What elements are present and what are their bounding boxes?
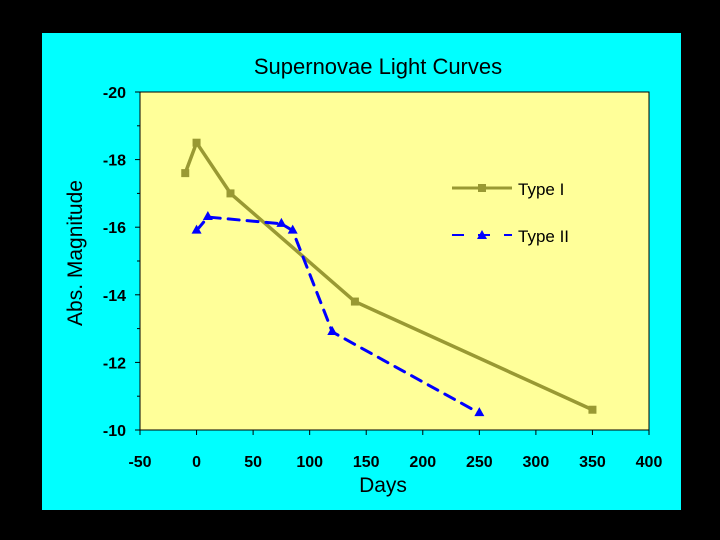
- chart-title: Supernovae Light Curves: [254, 54, 502, 79]
- y-tick-label: -14: [103, 288, 126, 305]
- y-tick-label: -12: [103, 355, 126, 372]
- series-layer: [181, 138, 597, 417]
- x-tick-label: 100: [296, 454, 323, 471]
- y-tick-label: -10: [103, 423, 126, 440]
- data-point: [202, 211, 213, 221]
- legend-label-type-ii: Type II: [518, 227, 569, 246]
- series-line: [195, 215, 481, 415]
- legend-item-type-ii: Type II: [452, 227, 569, 246]
- y-tick-label: -18: [103, 153, 126, 170]
- x-tick-label: -50: [128, 454, 151, 471]
- data-point: [192, 138, 201, 147]
- x-tick-label: 200: [409, 454, 436, 471]
- plot-area: [139, 91, 650, 431]
- data-point: [474, 407, 485, 417]
- series-type-ii: [191, 211, 485, 417]
- data-point: [181, 169, 190, 178]
- y-axis-title: Abs. Magnitude: [64, 180, 87, 326]
- data-point: [588, 405, 597, 414]
- x-tick-label: 350: [579, 454, 606, 471]
- x-tick-label: 300: [523, 454, 550, 471]
- y-tick-label: -16: [103, 220, 126, 237]
- data-point: [350, 297, 359, 306]
- data-point: [191, 224, 202, 234]
- data-point: [287, 224, 298, 234]
- x-axis: -50 0 50 100 150 200 250 300 350 400: [128, 430, 662, 471]
- legend-label-type-i: Type I: [518, 180, 564, 199]
- y-axis: -20 -18 -16 -14 -12 -10: [103, 85, 140, 440]
- x-tick-label: 400: [636, 454, 663, 471]
- data-point: [327, 325, 338, 335]
- x-tick-label: 250: [466, 454, 493, 471]
- data-point: [276, 217, 287, 227]
- data-point: [226, 189, 235, 198]
- x-tick-label: 50: [244, 454, 262, 471]
- series-type-i: [181, 138, 597, 414]
- x-axis-title: Days: [359, 474, 407, 497]
- x-tick-label: 0: [192, 454, 201, 471]
- legend-marker-type-ii: [477, 230, 487, 239]
- legend-marker-type-i: [478, 184, 486, 192]
- x-tick-label: 150: [353, 454, 380, 471]
- legend-item-type-i: Type I: [452, 180, 564, 199]
- legend: Type I Type II: [452, 180, 569, 246]
- y-tick-label: -20: [103, 85, 126, 102]
